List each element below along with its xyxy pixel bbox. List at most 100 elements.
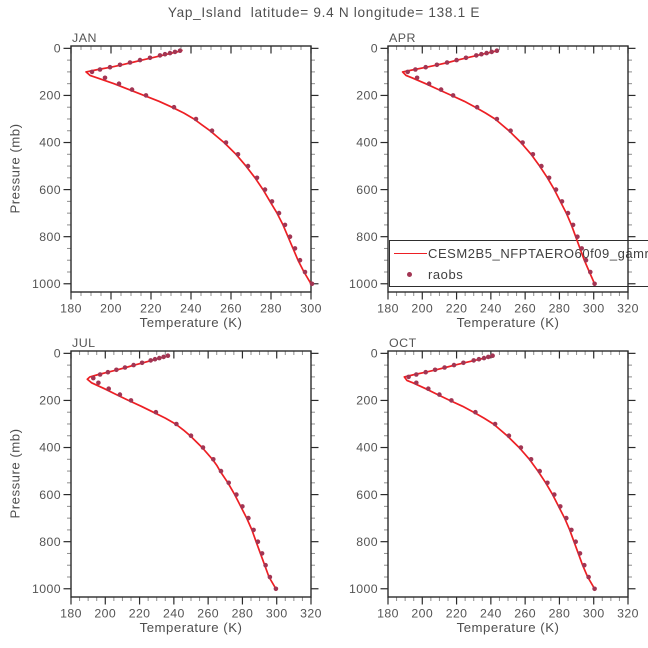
raobs-point [122, 365, 128, 370]
raobs-point [188, 433, 194, 439]
svg-text:800: 800 [39, 230, 61, 244]
svg-text:1000: 1000 [32, 277, 61, 291]
raobs-point [570, 222, 576, 228]
raobs-point [127, 60, 133, 65]
raobs-point [508, 128, 513, 133]
raobs-point [528, 457, 534, 462]
svg-text:240: 240 [480, 607, 502, 621]
svg-text:220: 220 [129, 607, 151, 621]
raobs-point [282, 222, 288, 228]
raobs-point [558, 504, 563, 509]
raobs-point [539, 163, 544, 169]
raobs-point [297, 257, 303, 263]
svg-text:200: 200 [100, 302, 122, 316]
svg-text:0: 0 [371, 42, 378, 56]
panel-oct: 180 200 220 240 260 280 300 320 0 200 400 600 800 100… [349, 347, 639, 621]
raobs-point [506, 433, 512, 439]
raobs-point [107, 64, 113, 70]
raobs-point [276, 210, 282, 216]
svg-text:240: 240 [480, 302, 502, 316]
svg-text:180: 180 [60, 302, 82, 316]
raobs-point [226, 480, 231, 486]
raobs-point [451, 362, 457, 368]
raobs-point [565, 210, 571, 216]
model-line-sample-icon [394, 253, 427, 254]
raobs-point [588, 269, 593, 275]
svg-text:280: 280 [260, 302, 282, 316]
raobs-point [414, 75, 420, 81]
raobs-point [246, 515, 251, 521]
legend-obs-label: raobs [428, 267, 464, 282]
svg-text:320: 320 [300, 607, 322, 621]
raobs-point [287, 234, 293, 239]
raobs-point [131, 362, 136, 368]
raobs-point [106, 386, 111, 392]
raobs-point [552, 492, 557, 497]
svg-text:280: 280 [549, 607, 571, 621]
raobs-point [273, 586, 279, 592]
raobs-point [537, 468, 542, 474]
svg-text:300: 300 [266, 607, 288, 621]
raobs-point [520, 140, 525, 145]
raobs-point [147, 55, 153, 61]
raobs-point [454, 57, 459, 63]
x-axis-title-apr: Temperature (K) [456, 315, 560, 330]
raobs-point [474, 53, 479, 58]
raobs-point [263, 562, 268, 568]
raobs-point [235, 152, 241, 157]
svg-text:1000: 1000 [349, 582, 378, 596]
raobs-point [545, 480, 550, 486]
raobs-point [592, 586, 597, 592]
raobs-point [116, 81, 122, 86]
raobs-point [494, 116, 500, 122]
panel-jul: 180 200 220 240 260 280 300 320 0 200 400 600 800 100… [32, 347, 322, 621]
raobs-point [518, 445, 524, 450]
svg-text:400: 400 [39, 136, 61, 150]
model-profile-line [403, 354, 596, 590]
y-axis-title-bottom-row: Pressure (mb) [7, 428, 23, 519]
x-axis-title-jan: Temperature (K) [139, 315, 243, 330]
raobs-point [474, 104, 480, 110]
raobs-point [564, 515, 569, 521]
svg-text:320: 320 [617, 607, 639, 621]
raobs-point [251, 527, 256, 533]
raobs-point [405, 69, 411, 75]
raobs-point [414, 380, 419, 386]
panel-label-oct: OCT [389, 336, 417, 350]
raobs-point [200, 445, 206, 450]
raobs-point [177, 48, 183, 53]
raobs-point [438, 87, 444, 92]
raobs-point [234, 492, 239, 497]
raobs-point [139, 360, 145, 366]
raobs-point [583, 257, 589, 263]
raobs-point [492, 421, 498, 427]
raobs-point [209, 128, 215, 133]
svg-text:260: 260 [514, 302, 536, 316]
raobs-point [171, 104, 177, 110]
svg-text:220: 220 [446, 302, 468, 316]
x-axis-title-oct: Temperature (K) [456, 620, 560, 635]
raobs-point [553, 187, 559, 192]
svg-text:200: 200 [411, 607, 433, 621]
svg-text:260: 260 [514, 607, 536, 621]
raobs-point [128, 398, 134, 403]
svg-text:600: 600 [356, 488, 378, 502]
svg-text:320: 320 [617, 302, 639, 316]
svg-text:220: 220 [446, 607, 468, 621]
raobs-point [494, 48, 500, 53]
svg-text:400: 400 [356, 441, 378, 455]
raobs-point [211, 457, 216, 462]
raobs-point [442, 365, 447, 370]
raobs-point [267, 574, 273, 580]
raobs-point [255, 539, 261, 544]
raobs-point [137, 57, 143, 63]
raobs-point [489, 49, 495, 55]
raobs-point [569, 527, 574, 533]
raobs-point [105, 369, 111, 375]
raobs-point [172, 49, 178, 55]
raobs-point [413, 67, 418, 72]
raobs-point [262, 187, 268, 192]
raobs-point [463, 55, 469, 61]
svg-text:280: 280 [549, 302, 571, 316]
